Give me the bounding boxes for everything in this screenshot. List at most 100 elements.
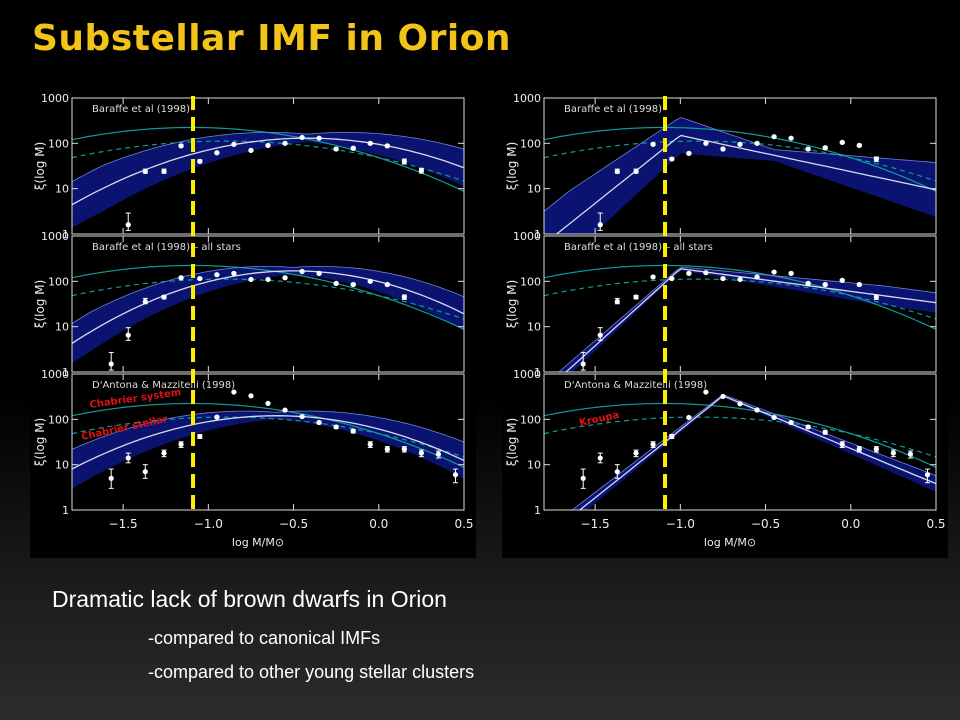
left-panel-3-point-17 — [401, 446, 407, 452]
left-panel-2-point-15 — [367, 278, 373, 284]
left-panel-3-point-2 — [142, 469, 148, 475]
left-panel-1-point-9 — [282, 140, 288, 146]
right-panel-1-point-3 — [650, 141, 656, 147]
right-panel-2-ytick-label: 10 — [527, 321, 541, 334]
left-panel-2-ylabel: ξ(log M) — [33, 280, 47, 329]
left-panel-1-reference-curve-dashed — [72, 140, 464, 182]
left-panel-1-ytick-label: 1 — [62, 228, 69, 241]
right-panel-3-point-12 — [788, 419, 794, 426]
right-panel-2-frame — [543, 235, 937, 373]
left-panel-2-reference-curve — [72, 264, 464, 330]
right-panel-3-point-16 — [856, 446, 862, 452]
left-panel-2-point-14 — [350, 281, 356, 288]
left-panel-1-point-13 — [350, 145, 356, 151]
right-panel-1-point-11 — [788, 135, 794, 141]
left-panel-3-point-11 — [299, 413, 305, 420]
left-panel-3-frame — [71, 373, 465, 511]
right-panel-1-point-0 — [597, 222, 603, 228]
right-panel-2-title: Baraffe et al (1998) – all stars — [564, 242, 713, 253]
right-xtick-label: 0.0 — [841, 517, 860, 531]
left-panel-1-model-upper — [72, 132, 464, 183]
left-panel-2-point-12 — [316, 270, 322, 276]
left-panel-3-point-13 — [333, 424, 339, 430]
right-panel-3-point-10 — [754, 407, 760, 413]
slide-title: Substellar IMF in Orion — [32, 18, 512, 59]
left-panel-3-point-8 — [248, 393, 254, 399]
right-panel-3-title: D'Antona & Mazzitelli (1998) — [564, 380, 707, 391]
left-panel-3-point-20 — [452, 472, 459, 478]
right-panel-3-ytick-label: 1000 — [513, 368, 541, 381]
left-panel-2-point-7 — [231, 270, 237, 276]
left-panel-3-point-15 — [367, 441, 373, 447]
left-xtick-label: −0.5 — [279, 517, 308, 531]
left-panel-3-point-19 — [435, 451, 442, 457]
left-panel-2-point-1 — [125, 332, 131, 338]
right-panel-2-point-9 — [737, 276, 743, 283]
left-panel-1-point-5 — [214, 150, 220, 156]
bullet-sub-2: -compared to other young stellar cluster… — [148, 662, 475, 682]
right-panel-2-point-4 — [650, 274, 656, 280]
left-panel-3-point-1 — [125, 455, 131, 461]
right-panel-2-point-8 — [720, 275, 726, 282]
left-panel-3-reference-curve-dashed — [72, 416, 464, 458]
left-panel-3-ytick-label: 1 — [62, 504, 69, 517]
left-panel-2-point-10 — [282, 275, 288, 281]
left-panel-1-title: Baraffe et al (1998) — [92, 104, 190, 115]
left-panel-1-confidence-band — [72, 132, 464, 228]
left-panel-1-point-17 — [418, 168, 424, 174]
right-panel-2-model-fit — [565, 268, 936, 372]
right-panel-1-point-12 — [805, 146, 811, 152]
left-panel-3-point-0 — [108, 475, 114, 481]
left-panel-1-point-4 — [197, 158, 203, 164]
right-panel-3-point-17 — [873, 446, 879, 452]
left-panel-1-point-11 — [316, 135, 322, 141]
left-panel-2-point-4 — [178, 275, 184, 281]
right-panel-1-point-16 — [873, 156, 879, 162]
right-panel-2-reference-curve-dashed — [544, 278, 936, 320]
right-panel-3-point-6 — [686, 414, 692, 421]
right-panel-3-point-7 — [703, 389, 709, 395]
left-panel-2-point-2 — [142, 298, 148, 305]
left-panel-3-model-fit — [72, 415, 464, 470]
right-panel-3-point-15 — [839, 441, 845, 447]
left-panel-1-point-0 — [125, 222, 131, 228]
right-panel-3-point-14 — [822, 429, 828, 435]
right-panel-3-point-2 — [614, 469, 620, 475]
right-panel-1-point-14 — [839, 139, 845, 145]
left-panel-2-ytick-label: 1000 — [41, 230, 69, 243]
right-panel-3-frame — [543, 373, 937, 511]
left-panel-2-title: Baraffe et al (1998) – all stars — [92, 242, 241, 253]
left-panel-1-point-15 — [384, 143, 390, 149]
right-panel-1-point-7 — [720, 146, 726, 152]
right-panel-1-model-fit — [555, 134, 936, 234]
right-panel-1-point-8 — [737, 141, 743, 147]
right-panel-1-point-15 — [856, 142, 862, 149]
left-panel-2: 1 10 100 1000 ξ(log M) Baraffe et al (1998) –… — [33, 230, 465, 379]
left-panel-2-point-6 — [214, 272, 220, 278]
left-panel-1-point-3 — [178, 143, 184, 149]
right-panel-1-ylabel: ξ(log M) — [505, 142, 519, 191]
left-panel-3-reference-curve — [72, 402, 464, 468]
right-panel-3-point-13 — [805, 424, 811, 430]
right-panel-1-point-13 — [822, 145, 828, 151]
right-panel-3-confidence-band — [572, 395, 936, 510]
left-xlabel: log M/M⊙ — [232, 536, 284, 549]
left-panel-2-model-fit — [72, 270, 464, 344]
right-panel-1-reference-curve — [544, 126, 936, 192]
left-panel-3-point-10 — [282, 407, 288, 413]
right-panel-3-reference-curve — [544, 402, 936, 468]
left-panel-1-ylabel: ξ(log M) — [33, 142, 47, 191]
right-panel-1-ytick-label: 100 — [520, 137, 541, 150]
left-panel-2-confidence-band — [72, 266, 464, 364]
right-panel-1-ytick-label: 10 — [527, 183, 541, 196]
right-panel-3-ytick-label: 10 — [527, 459, 541, 472]
left-panel-1-point-14 — [367, 140, 373, 146]
left-xtick-label: −1.0 — [194, 517, 223, 531]
right-panel-3-point-0 — [580, 475, 586, 481]
right-panel-1-reference-curve-dashed — [544, 140, 936, 182]
left-panel-3-point-9 — [265, 400, 271, 406]
right-panel-3-point-4 — [650, 441, 656, 447]
left-panel-1: 1 10 100 1000 ξ(log M) Baraffe et al (1998) — [33, 92, 465, 241]
right-panel-3-ylabel: ξ(log M) — [505, 418, 519, 467]
left-panel-2-model-upper — [72, 265, 464, 325]
